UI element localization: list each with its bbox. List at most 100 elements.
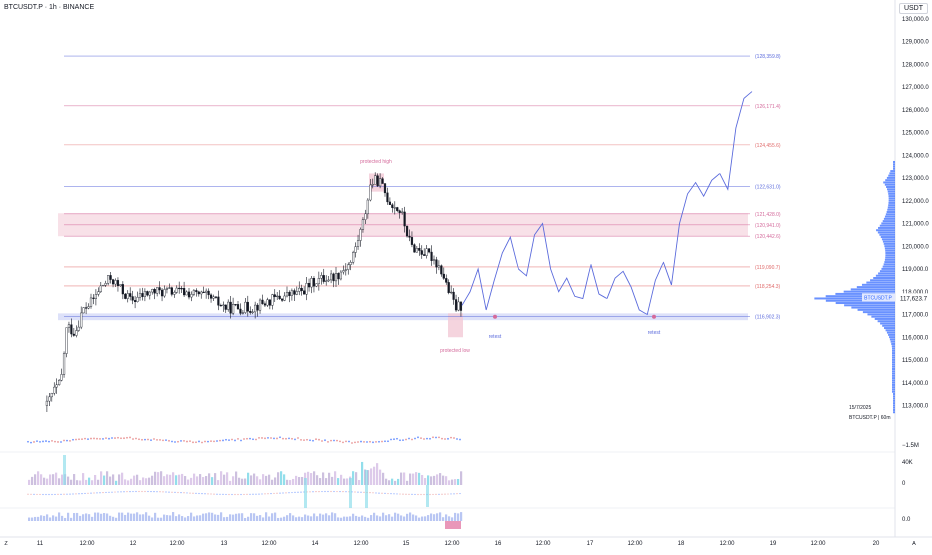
delta-bar bbox=[241, 513, 244, 521]
candle-up bbox=[330, 273, 333, 281]
oscillator-dot bbox=[345, 440, 347, 443]
signal-dot bbox=[456, 493, 458, 495]
candle-down bbox=[281, 298, 284, 301]
candle-up bbox=[65, 327, 68, 354]
candle-up bbox=[75, 330, 78, 336]
oscillator-dot bbox=[111, 437, 113, 439]
signal-dot bbox=[57, 493, 59, 496]
oscillator-dot bbox=[348, 440, 350, 443]
candle-down bbox=[158, 287, 161, 291]
volume-profile-bar bbox=[891, 345, 895, 348]
candle-down bbox=[141, 293, 144, 297]
last-price-badge bbox=[896, 293, 932, 303]
delta-bar bbox=[88, 514, 91, 521]
retest-marker bbox=[652, 314, 656, 319]
auto-scale-button[interactable]: A bbox=[912, 541, 916, 547]
signal-dot bbox=[216, 493, 218, 495]
volume-profile-bar bbox=[880, 322, 895, 325]
delta-bar bbox=[214, 514, 217, 521]
oscillator-dot bbox=[171, 440, 173, 443]
delta-bar bbox=[265, 512, 268, 521]
delta-bar bbox=[364, 516, 367, 521]
volume-bar bbox=[202, 477, 205, 485]
volume-bar bbox=[97, 479, 100, 485]
volume-bar bbox=[136, 474, 139, 485]
highlight-bar bbox=[304, 478, 307, 508]
volume-bar bbox=[235, 471, 238, 485]
candle-down bbox=[153, 289, 156, 294]
volume-bar bbox=[55, 472, 58, 485]
signal-dot bbox=[144, 490, 146, 493]
volume-profile-bar bbox=[893, 167, 895, 170]
oscillator-dot bbox=[204, 440, 206, 443]
candle-down bbox=[381, 178, 384, 184]
delta-bar bbox=[166, 515, 169, 521]
price-tick-label: 121,000.0 bbox=[902, 222, 929, 228]
volume-bar bbox=[184, 476, 187, 485]
signal-dot bbox=[369, 492, 371, 494]
candle-up bbox=[305, 283, 308, 295]
oscillator-dot bbox=[60, 441, 62, 443]
volume-profile-bar bbox=[892, 379, 895, 382]
candle-down bbox=[454, 299, 458, 311]
candle-up bbox=[200, 291, 203, 295]
oscillator-dot bbox=[156, 438, 158, 441]
volume-bar bbox=[232, 476, 235, 485]
delta-bar bbox=[70, 517, 73, 521]
candle-up bbox=[119, 284, 122, 287]
delta-bar bbox=[31, 517, 34, 521]
oscillator-dot bbox=[222, 439, 224, 442]
candle-up bbox=[352, 252, 355, 263]
signal-dot bbox=[243, 493, 245, 496]
delta-bar bbox=[40, 515, 43, 521]
zoom-icon[interactable]: Z bbox=[4, 541, 8, 547]
delta-bar bbox=[121, 512, 124, 521]
candle-down bbox=[386, 192, 389, 203]
delta-bar bbox=[319, 513, 322, 521]
candle-up bbox=[361, 219, 365, 230]
signal-dot bbox=[342, 491, 344, 493]
signal-dot bbox=[30, 493, 32, 495]
signal-dot bbox=[375, 492, 377, 494]
signal-dot bbox=[372, 492, 374, 494]
oscillator-dot bbox=[432, 436, 434, 439]
volume-profile-bar bbox=[874, 317, 895, 320]
volume-profile-bar bbox=[885, 249, 895, 252]
volume-bar bbox=[181, 473, 184, 485]
volume-profile-bar bbox=[856, 286, 895, 289]
volume-bar bbox=[388, 480, 391, 485]
signal-dot bbox=[63, 493, 65, 495]
signal-dot bbox=[195, 492, 197, 494]
time-tick-label: 12 bbox=[130, 541, 137, 547]
candle-up bbox=[315, 283, 318, 287]
delta-bar bbox=[151, 517, 154, 521]
symbol-title[interactable]: BTCUSDT.P · 1h · BINANCE bbox=[4, 4, 95, 11]
volume-bar bbox=[259, 479, 262, 485]
volume-bar bbox=[265, 475, 268, 485]
oscillator-dot bbox=[90, 437, 92, 440]
currency-button[interactable]: USDT bbox=[898, 3, 928, 14]
delta-bar bbox=[331, 512, 334, 521]
signal-dot bbox=[363, 491, 365, 493]
candle-down bbox=[376, 175, 379, 187]
volume-profile-bar bbox=[893, 397, 895, 400]
volume-profile-bar bbox=[850, 288, 895, 291]
signal-dot bbox=[408, 493, 410, 495]
oscillator-dot bbox=[285, 437, 287, 440]
candle-down bbox=[322, 275, 325, 282]
delta-bar bbox=[178, 514, 181, 521]
time-tick-label: 15 bbox=[403, 541, 410, 547]
signal-dot bbox=[309, 491, 311, 493]
oscillator-dot bbox=[369, 440, 371, 443]
signal-dot bbox=[354, 491, 356, 493]
signal-dot bbox=[240, 493, 242, 496]
volume-profile-bar bbox=[893, 395, 895, 398]
oscillator-dot bbox=[33, 441, 35, 443]
candle-up bbox=[334, 273, 338, 282]
volume-profile-bar bbox=[884, 247, 895, 250]
delta-bar bbox=[382, 512, 385, 521]
delta-bar bbox=[247, 516, 250, 521]
candle-down bbox=[420, 250, 423, 255]
